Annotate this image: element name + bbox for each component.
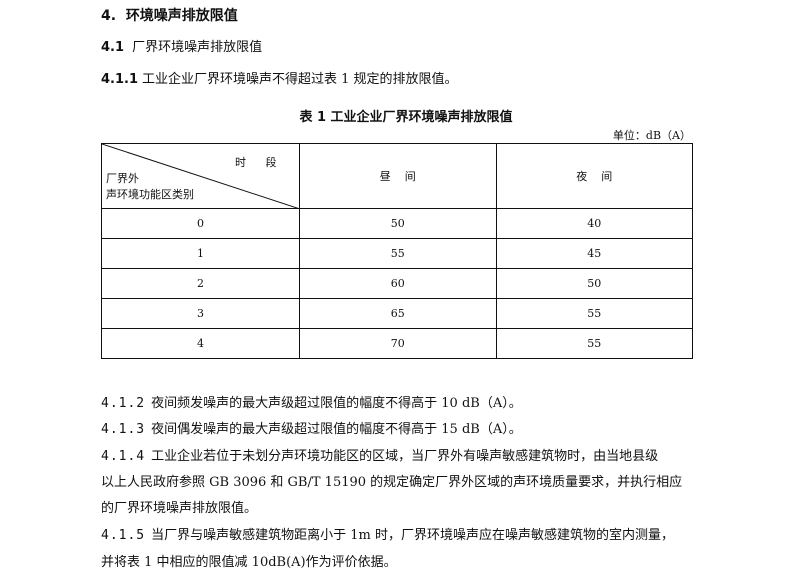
paragraph-text: 工业企业若位于未划分声环境功能区的区域，当厂界外有噪声敏感建筑物时，由当地县级 (151, 449, 659, 464)
paragraph-4-1-2: 4.1.2 夜间频发噪声的最大声级超过限值的幅度不得高于 10 dB（A）。 (101, 396, 522, 412)
day-cell: 55 (299, 238, 497, 269)
day-cell: 50 (299, 208, 497, 239)
table-row: 0 50 40 (101, 208, 693, 239)
day-cell: 65 (299, 298, 497, 329)
night-cell: 55 (495, 298, 693, 329)
paragraph-text: 夜间偶发噪声的最大声级超过限值的幅度不得高于 15 dB（A）。 (151, 422, 522, 437)
zone-cell: 2 (101, 268, 300, 299)
paragraph-number: 4.1.1 (101, 72, 139, 87)
section-heading: 4. 环境噪声排放限值 (101, 8, 238, 24)
day-cell: 70 (299, 328, 497, 359)
table-row: 2 60 50 (101, 268, 693, 299)
zone-cell: 4 (101, 328, 300, 359)
paragraph-line: 的厂界环境噪声排放限值。 (101, 501, 258, 516)
night-cell: 45 (495, 238, 693, 269)
subsection-number: 4.1 (101, 40, 125, 55)
zone-cell: 3 (101, 298, 300, 329)
header-period: 时 段 (235, 156, 285, 169)
night-cell: 50 (495, 268, 693, 299)
noise-limit-table: 时 段 厂界外 声环境功能区类别 昼 间 夜 间 0 50 40 1 55 45 2 60… (101, 143, 693, 359)
header-zone-line1: 厂界外 (106, 172, 139, 185)
diagonal-line (102, 144, 300, 209)
paragraph-number: 4.1.2 (101, 396, 146, 411)
paragraph-text: 工业企业厂界环境噪声不得超过表 1 规定的排放限值。 (142, 72, 458, 87)
table-row: 4 70 55 (101, 328, 693, 359)
subsection-heading: 4.1 厂界环境噪声排放限值 (101, 40, 262, 56)
zone-cell: 1 (101, 238, 300, 269)
paragraph-4-1-5: 4.1.5 当厂界与噪声敏感建筑物距离小于 1m 时，厂界环境噪声应在噪声敏感建筑… (101, 528, 674, 544)
header-day: 昼 间 (299, 143, 497, 209)
table-row: 1 55 45 (101, 238, 693, 269)
table-unit: 单位：dB（A） (612, 129, 691, 142)
paragraph-4-1-4: 4.1.4 工业企业若位于未划分声环境功能区的区域，当厂界外有噪声敏感建筑物时，由… (101, 449, 658, 465)
day-cell: 60 (299, 268, 497, 299)
paragraph-text: 夜间频发噪声的最大声级超过限值的幅度不得高于 10 dB（A）。 (151, 396, 522, 411)
header-night: 夜 间 (495, 143, 693, 209)
paragraph-number: 4.1.4 (101, 449, 146, 464)
zone-cell: 0 (101, 208, 300, 239)
paragraph-number: 4.1.3 (101, 422, 146, 437)
night-cell: 55 (495, 328, 693, 359)
subsection-title: 厂界环境噪声排放限值 (132, 40, 263, 55)
paragraph-4-1-1: 4.1.1 工业企业厂界环境噪声不得超过表 1 规定的排放限值。 (101, 72, 458, 88)
diagonal-header-cell: 时 段 厂界外 声环境功能区类别 (101, 143, 300, 209)
table-caption: 表 1 工业企业厂界环境噪声排放限值 (299, 110, 513, 125)
heading-number: 4. (101, 8, 117, 24)
table-header-row: 时 段 厂界外 声环境功能区类别 昼 间 夜 间 (101, 143, 693, 209)
header-zone-line2: 声环境功能区类别 (106, 188, 194, 201)
table-row: 3 65 55 (101, 298, 693, 329)
paragraph-line: 并将表 1 中相应的限值减 10dB(A)作为评价依据。 (101, 555, 397, 570)
paragraph-line: 以上人民政府参照 GB 3096 和 GB/T 15190 的规定确定厂界外区域… (101, 475, 683, 490)
paragraph-4-1-3: 4.1.3 夜间偶发噪声的最大声级超过限值的幅度不得高于 15 dB（A）。 (101, 422, 522, 438)
paragraph-text: 当厂界与噪声敏感建筑物距离小于 1m 时，厂界环境噪声应在噪声敏感建筑物的室内测… (151, 528, 675, 543)
paragraph-number: 4.1.5 (101, 528, 146, 543)
heading-title: 环境噪声排放限值 (125, 8, 238, 24)
night-cell: 40 (495, 208, 693, 239)
